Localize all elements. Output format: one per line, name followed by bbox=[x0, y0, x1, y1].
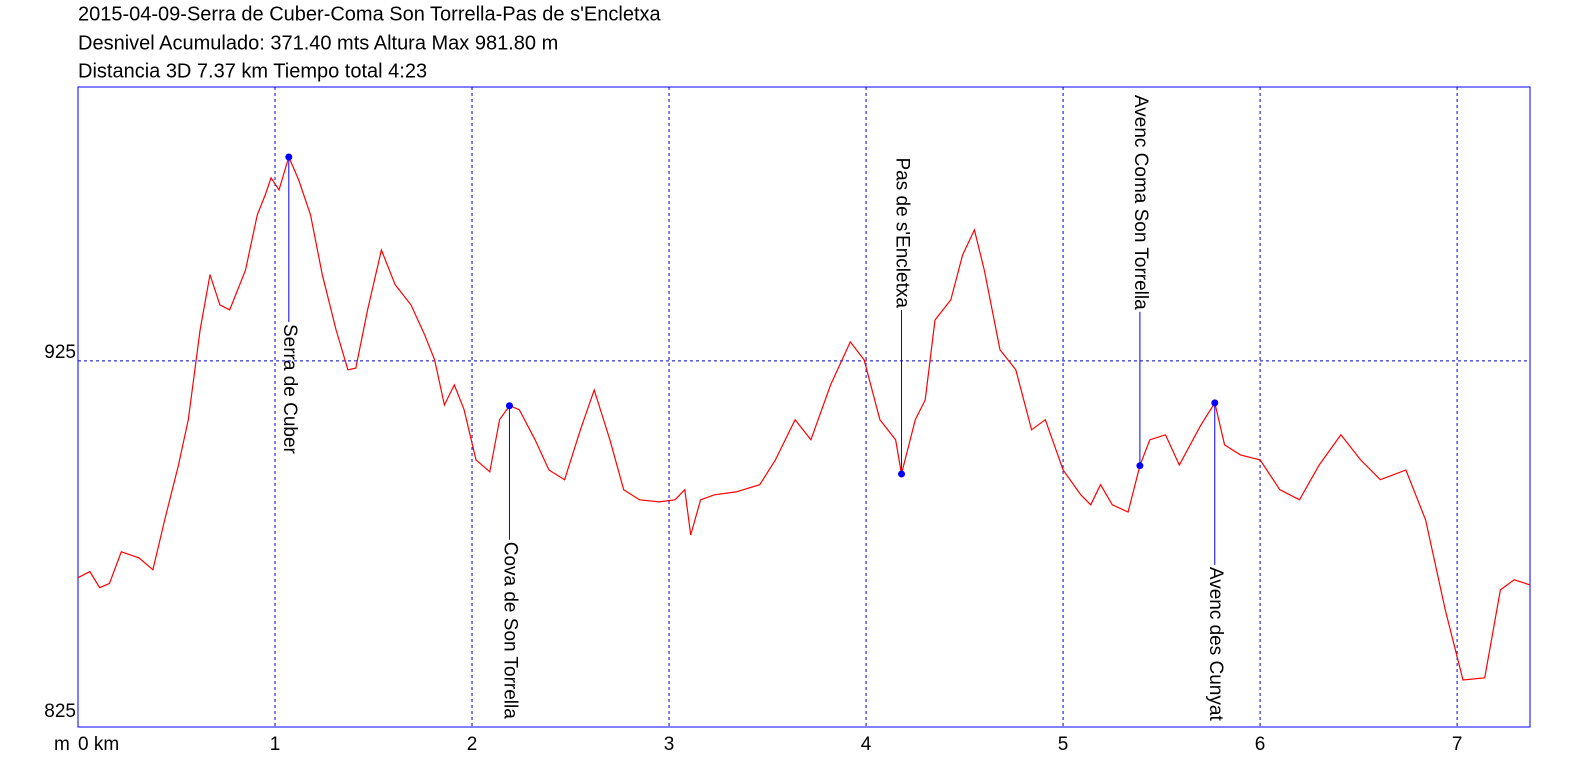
y-tick-label: 825 bbox=[44, 701, 76, 722]
waypoint-marker bbox=[898, 470, 906, 478]
waypoint-label: Avenc des Cunyat bbox=[1205, 567, 1226, 722]
waypoint-marker bbox=[505, 402, 513, 410]
x-tick-label: 2 bbox=[467, 734, 478, 755]
y-axis-label: m bbox=[54, 734, 70, 755]
x-tick-label: 3 bbox=[664, 734, 675, 755]
waypoint-label: Cova de Son Torrella bbox=[499, 542, 520, 720]
waypoint-label: Avenc Coma Son Torrella bbox=[1130, 95, 1151, 310]
x-tick-label: 5 bbox=[1058, 734, 1069, 755]
x-tick-label: 6 bbox=[1255, 734, 1266, 755]
waypoint-marker bbox=[1211, 399, 1219, 407]
waypoint-marker bbox=[1136, 462, 1144, 470]
elevation-line bbox=[77, 155, 1531, 681]
plot-frame bbox=[77, 86, 1531, 728]
title-line: Desnivel Acumulado: 371.40 mts Altura Ma… bbox=[78, 32, 558, 54]
x-tick-label: 4 bbox=[861, 734, 872, 755]
title-line: Distancia 3D 7.37 km Tiempo total 4:23 bbox=[78, 60, 427, 82]
x-tick-label: 1 bbox=[270, 734, 281, 755]
waypoint-label: Serra de Cuber bbox=[279, 324, 300, 455]
y-tick-label: 925 bbox=[44, 342, 76, 363]
x-tick-label: 7 bbox=[1452, 734, 1463, 755]
waypoint-marker bbox=[285, 153, 293, 161]
x-tick-label: 0 km bbox=[78, 734, 119, 755]
waypoint-label: Pas de s'Encletxa bbox=[892, 158, 913, 309]
title-line: 2015-04-09-Serra de Cuber-Coma Son Torre… bbox=[78, 3, 662, 25]
